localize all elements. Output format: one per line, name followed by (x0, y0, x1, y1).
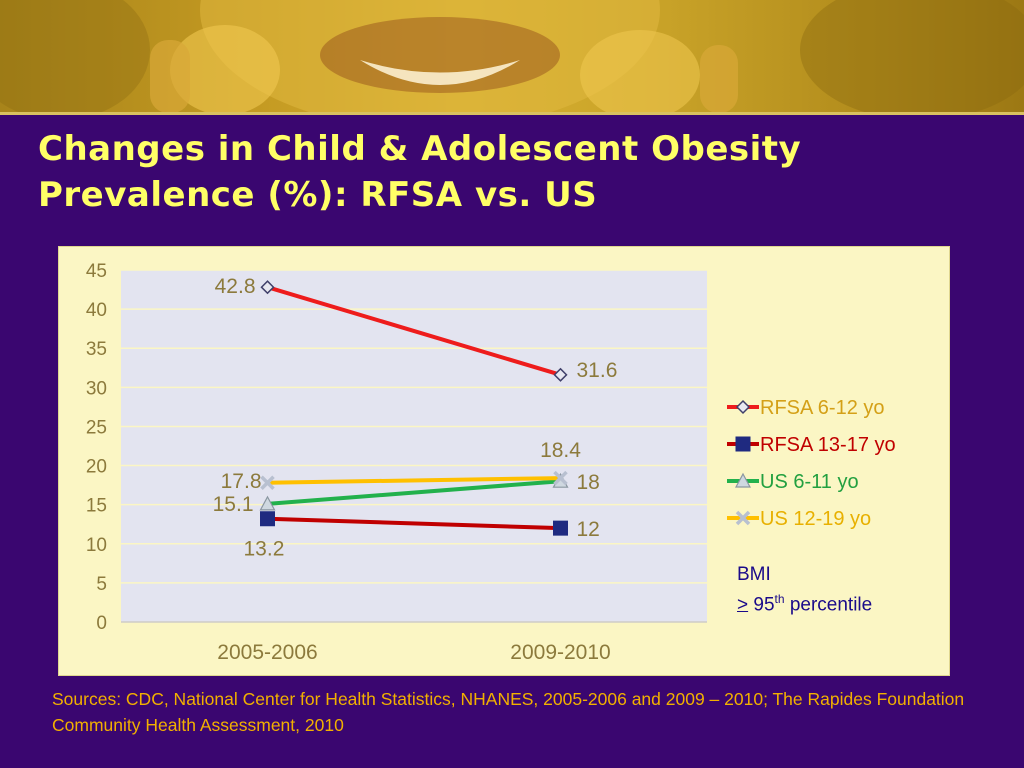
data-point-marker (553, 520, 568, 536)
legend-label: US 12-19 yo (760, 508, 871, 530)
legend-marker-stroke (735, 510, 751, 526)
y-tick-label: 40 (86, 300, 107, 321)
data-label: 13.2 (244, 538, 285, 561)
bmi-value: 95 (753, 594, 775, 616)
y-tick-label: 5 (96, 574, 107, 595)
y-tick-label: 0 (96, 613, 107, 634)
data-point-marker (553, 367, 568, 382)
bmi-percentile: percentile (789, 594, 873, 616)
legend-label: RFSA 6-12 yo (760, 397, 885, 419)
data-point-marker-stroke (260, 475, 275, 491)
data-point-marker (259, 495, 276, 511)
bmi-threshold: > 95th percentile (737, 587, 872, 617)
legend-label: RFSA 13-17 yo (760, 434, 896, 456)
legend-marker (734, 472, 752, 488)
data-point-marker-stroke (553, 470, 568, 486)
series-line-3 (265, 479, 563, 506)
sources-footnote: Sources: CDC, National Center for Health… (52, 689, 965, 735)
legend-label: US 6-11 yo (760, 471, 859, 493)
bmi-label: BMI (737, 564, 771, 585)
legend-marker (735, 436, 751, 452)
y-tick-label: 45 (86, 261, 107, 282)
y-tick-label: 20 (86, 457, 107, 478)
page-title: Changes in Child & Adolescent Obesity Pr… (38, 126, 998, 218)
y-tick-label: 15 (86, 496, 107, 517)
x-tick-label: 2009-2010 (510, 641, 610, 664)
plot-area (121, 270, 707, 622)
data-point-marker (553, 470, 568, 486)
data-label: 17.8 (221, 470, 262, 493)
legend-marker (735, 399, 751, 415)
data-label: 18.4 (540, 439, 581, 462)
title-line-1: Changes in Child & Adolescent Obesity (38, 129, 802, 169)
legend-marker (735, 510, 751, 526)
data-label: 18 (577, 471, 600, 494)
data-point-marker (260, 280, 275, 295)
bmi-note: BMI > 95th percentile (737, 563, 872, 617)
child-photo-illustration (0, 0, 1024, 113)
y-tick-label: 10 (86, 535, 107, 556)
series-line-4 (265, 476, 563, 485)
data-label: 31.6 (577, 359, 618, 382)
series-line-2 (265, 516, 563, 531)
data-point-marker (260, 475, 275, 491)
series-line-1 (265, 285, 563, 377)
bmi-ge-symbol: > (737, 594, 749, 616)
x-tick-label: 2005-2006 (217, 641, 317, 664)
title-line-2: Prevalence (%): RFSA vs. US (38, 175, 598, 215)
y-tick-label: 35 (86, 339, 107, 360)
banner-divider (0, 112, 1024, 115)
data-label: 15.1 (213, 493, 254, 516)
data-label: 12 (577, 518, 600, 541)
y-tick-label: 30 (86, 378, 107, 399)
header-photo-banner (0, 0, 1024, 113)
data-label: 42.8 (215, 275, 256, 298)
bmi-sup: th (774, 592, 785, 606)
y-tick-label: 25 (86, 417, 107, 438)
line-chart: 0 5 10 15 20 25 30 35 40 45 2005-2006 2009-2010 42.8… (86, 261, 896, 664)
data-point-marker (260, 511, 275, 527)
chart-panel: 0 5 10 15 20 25 30 35 40 45 2005-2006 2009-2010 42.8… (58, 246, 950, 676)
